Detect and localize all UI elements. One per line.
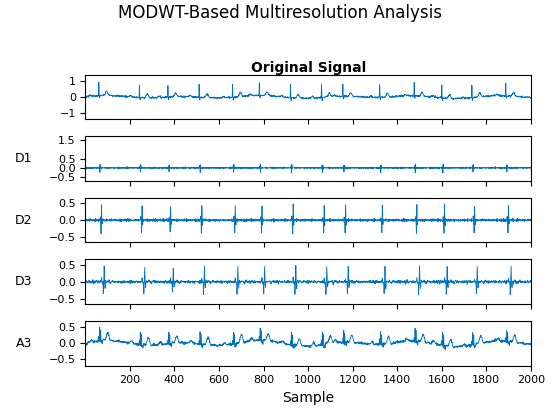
Y-axis label: D2: D2 (15, 214, 32, 227)
Y-axis label: D3: D3 (15, 275, 32, 288)
X-axis label: Sample: Sample (282, 391, 334, 405)
Y-axis label: D1: D1 (15, 152, 32, 165)
Text: MODWT-Based Multiresolution Analysis: MODWT-Based Multiresolution Analysis (118, 4, 442, 22)
Y-axis label: A3: A3 (16, 337, 32, 350)
Title: Original Signal: Original Signal (250, 60, 366, 75)
